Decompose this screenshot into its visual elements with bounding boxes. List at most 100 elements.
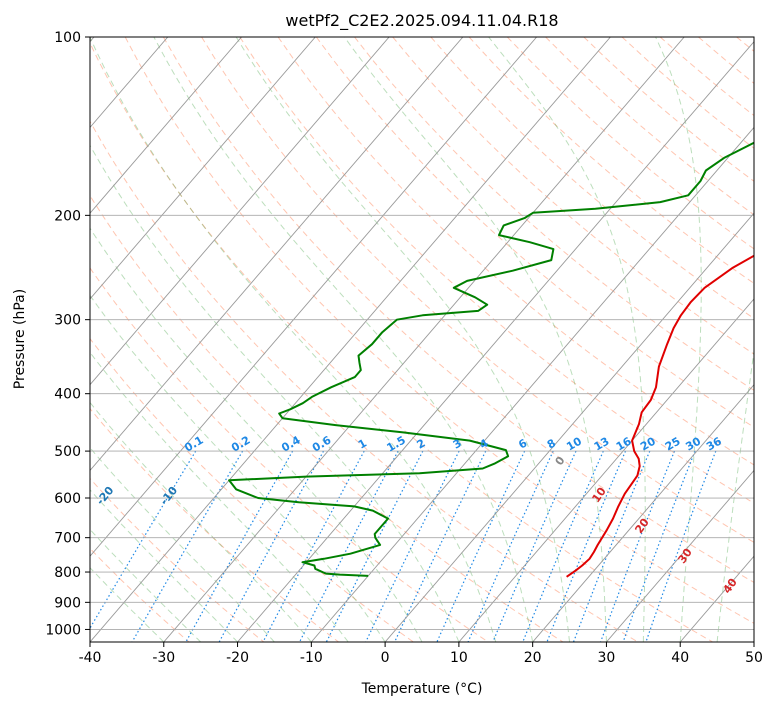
dry-adiabat [90,407,339,642]
x-tick-label: 40 [671,650,689,666]
x-tick-label: -30 [152,650,175,666]
isotherm-line [90,37,538,557]
isotherm-line [458,298,754,642]
mixing-ratio-line [299,450,399,642]
dry-adiabat [90,337,414,642]
dry-adiabat [90,547,190,642]
dry-adiabat-label: -20 [94,484,117,508]
plot-area: 0.10.20.40.611.52346810131620253036-100-… [30,37,754,642]
isotherm-line [384,212,754,642]
moist-adiabat [90,294,386,642]
x-tick-label: 0 [381,650,390,666]
y-tick-label: 200 [54,208,81,224]
x-axis: -40 -30 -20 -10 0 10 20 30 40 50 [79,642,763,666]
dry-adiabat [90,42,713,642]
moist-adiabat-label: 0 [553,454,568,468]
y-tick-label: 300 [54,313,81,329]
dry-adiabat [468,37,754,284]
moist-adiabat [655,37,702,642]
mixing-ratio-line [600,450,676,642]
moist-adiabat [488,37,646,642]
isotherm-line [163,37,685,642]
mixing-ratio-line [572,450,651,642]
isotherm-line [532,384,754,642]
moist-adiabat [90,528,202,642]
mixing-ratio-label: 2 [414,437,427,452]
y-tick-label: 500 [54,444,81,460]
y-tick-label: 400 [54,387,81,403]
x-tick-label: -10 [300,650,323,666]
dry-adiabat [506,37,754,250]
x-tick-label: 30 [598,650,616,666]
mixing-ratio-line [218,450,325,642]
isotherm-line [90,37,611,642]
moist-adiabat-label: 10 [589,485,609,505]
dry-adiabat [698,37,754,84]
y-tick-label: 100 [54,30,81,46]
plot-frame [89,36,755,643]
dry-adiabat [736,37,754,52]
x-tick-label: 10 [450,650,468,666]
isotherm-line [90,37,464,472]
x-tick-label: -20 [226,650,249,666]
moist-adiabat [153,37,534,642]
dry-adiabat [90,477,265,642]
x-axis-label: Temperature (°C) [361,681,483,697]
dry-adiabat [124,37,754,624]
y-tick-label: 800 [54,565,81,581]
mixing-ratio-line [325,450,424,642]
dry-adiabat [90,120,639,642]
mixing-ratio-line [185,450,294,642]
moist-adiabat-label: 40 [720,576,740,596]
isotherm-line [606,469,754,642]
moist-adiabat [235,37,571,642]
dry-adiabat [354,37,754,391]
grid [90,37,754,642]
mixing-ratio-line [436,450,526,642]
moist-adiabat [90,489,238,642]
x-tick-label: 20 [524,650,542,666]
isotherm-line [90,37,242,214]
dry-adiabat [659,37,754,117]
x-tick-label: -40 [79,650,102,666]
moist-adiabat [90,227,423,642]
temperature-profile-line [566,254,754,578]
dry-adiabat [545,37,754,216]
isotherm-line [237,40,754,642]
mixing-ratio-line [546,450,627,642]
moist-adiabat [90,401,312,642]
isotherm-line [90,37,316,300]
isotherm-line [90,37,390,386]
mixing-ratio-line [622,450,696,642]
dry-adiabat [162,37,754,584]
series-group [228,141,754,578]
line-labels: 0.10.20.40.611.52346810131620253036-100-… [30,433,740,596]
mixing-ratio-label: 8 [545,437,558,452]
dry-adiabat [90,194,564,642]
mixing-ratio-label: 4 [477,436,490,451]
moist-adiabat [90,37,497,642]
y-axis-label: Pressure (hPa) [12,289,28,389]
mixing-ratio-line [365,450,460,642]
chart-title: wetPf2_C2E2.2025.094.11.04.R18 [285,11,558,31]
dry-adiabat [90,267,489,642]
moist-adiabat [343,37,607,642]
dry-adiabat [430,37,754,320]
moist-adiabat-label: 30 [675,546,695,566]
moist-adiabat [90,144,460,642]
dry-adiabat-label: -30 [30,484,53,508]
y-tick-label: 600 [54,491,81,507]
mixing-ratio-line [262,450,365,642]
mixing-ratio-line [394,450,487,642]
moist-adiabat [90,447,275,642]
isotherm-line [753,641,754,642]
dry-adiabat [239,37,754,504]
isotherm-line [310,126,754,642]
x-tick-label: 50 [745,650,763,666]
moist-adiabat [90,351,349,642]
mixing-ratio-line [131,450,244,642]
y-tick-label: 900 [54,595,81,611]
moist-adiabat [716,347,754,642]
y-axis: 100 200 300 400 500 600 700 800 900 1000 [45,30,90,638]
